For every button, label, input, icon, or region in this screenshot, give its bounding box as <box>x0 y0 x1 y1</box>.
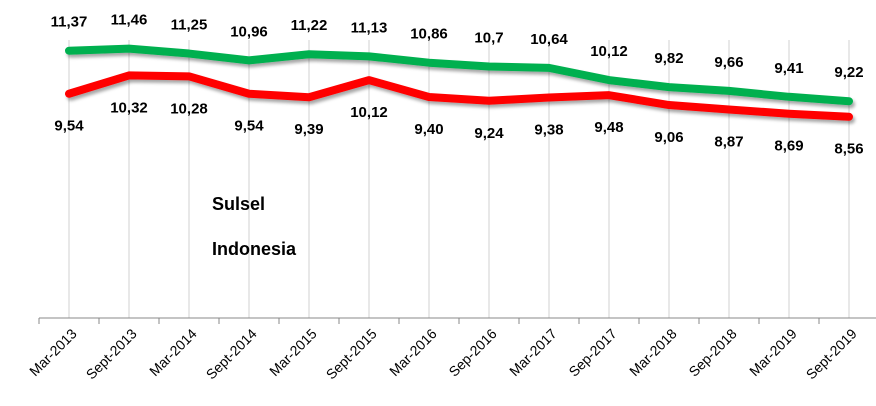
x-tick-label: Mar-2014 <box>146 325 200 379</box>
x-tick-label: Sept-2014 <box>203 325 260 382</box>
data-label: 9,82 <box>654 50 683 67</box>
data-label: 10,96 <box>230 23 268 40</box>
data-label: 9,41 <box>774 60 803 77</box>
series-line <box>65 44 853 106</box>
data-label: 9,66 <box>714 54 743 71</box>
legend-label: Indonesia <box>212 239 297 259</box>
data-label: 9,39 <box>294 121 323 138</box>
data-label: 10,32 <box>110 99 148 116</box>
data-label: 10,12 <box>590 43 628 60</box>
x-tick-label: Sep-2017 <box>565 325 619 379</box>
data-label: 10,28 <box>170 100 208 117</box>
x-tick-label: Sep-2018 <box>685 325 739 379</box>
x-tick-label: Mar-2013 <box>26 325 80 379</box>
data-label: 11,13 <box>351 19 388 36</box>
x-tick-label: Mar-2016 <box>386 325 440 379</box>
data-label: 10,86 <box>410 26 448 43</box>
x-tick-label: Mar-2018 <box>626 325 680 379</box>
data-label: 11,25 <box>171 17 208 34</box>
data-label: 9,40 <box>414 121 443 138</box>
data-label: 9,54 <box>54 118 84 135</box>
data-label: 9,54 <box>234 118 264 135</box>
data-label: 8,69 <box>774 138 803 155</box>
data-label: 9,24 <box>474 125 504 142</box>
data-label: 11,46 <box>111 12 148 29</box>
data-label: 8,56 <box>834 141 863 158</box>
data-label: 10,64 <box>530 31 568 48</box>
data-label: 9,06 <box>654 129 683 146</box>
data-label: 11,37 <box>51 14 88 31</box>
data-label: 8,87 <box>714 133 743 150</box>
x-tick-label: Mar-2015 <box>266 325 320 379</box>
data-label: 11,22 <box>291 17 328 34</box>
x-tick-label: Sept-2019 <box>803 325 860 382</box>
x-tick-label: Sept-2013 <box>83 325 140 382</box>
x-tick-label: Mar-2017 <box>506 325 560 379</box>
x-tick-label: Sep-2016 <box>445 325 499 379</box>
series-line <box>65 71 853 121</box>
data-label: 10,7 <box>474 29 503 46</box>
data-label: 10,12 <box>350 104 388 121</box>
x-tick-label: Sept-2015 <box>323 325 380 382</box>
data-label: 9,22 <box>834 64 863 81</box>
x-tick-label: Mar-2019 <box>746 325 800 379</box>
data-label: 9,38 <box>534 121 563 138</box>
data-label: 9,48 <box>594 119 623 136</box>
legend-label: Sulsel <box>212 194 265 214</box>
